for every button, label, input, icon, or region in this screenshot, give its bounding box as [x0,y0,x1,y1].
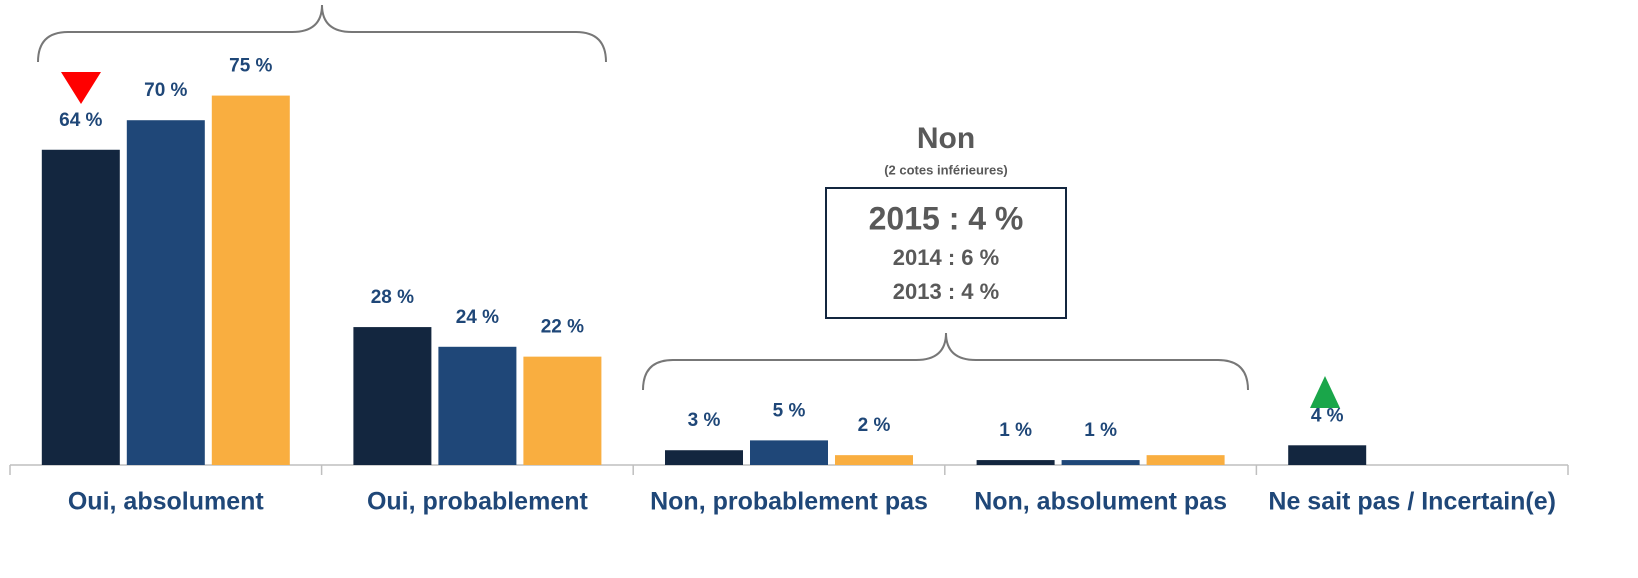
value-label: 28 % [371,287,414,308]
value-label: 1 % [999,420,1032,441]
value-label: 5 % [773,400,806,421]
value-label: 22 % [541,317,584,338]
box [825,187,1067,319]
x-tick-label: Oui, absolument [68,488,265,516]
bar [41,149,120,465]
value-label: 1 % [1084,420,1117,441]
bar [976,460,1055,465]
bar [523,356,602,465]
bar [126,120,205,465]
bar [1146,455,1225,465]
up-arrow [1310,376,1340,408]
bar [665,450,743,465]
x-tick-label: Non, probablement pas [650,488,928,516]
value-label: 24 % [456,307,499,328]
bar [1288,445,1367,465]
down-arrow [61,72,101,104]
brace [642,332,1249,391]
value-label: 2 % [858,415,891,436]
x-tick-label: Oui, probablement [367,488,589,516]
brace [37,4,607,63]
bar [750,440,828,465]
box-title: Non [917,122,975,155]
box-line: 2013 : 4 % [893,279,999,304]
box-subtitle: (2 cotes inférieures) [884,162,1008,177]
value-label: 70 % [144,80,187,101]
box-line: 2014 : 6 % [893,245,999,270]
value-label: 3 % [688,410,721,431]
x-tick-label: Ne sait pas / Incertain(e) [1268,488,1556,516]
value-label: 75 % [229,56,272,77]
value-label: 64 % [59,110,102,131]
bar [211,95,290,465]
x-tick-label: Non, absolument pas [974,488,1227,516]
bar [438,346,517,465]
bar [835,455,913,465]
value-label: 4 % [1311,405,1344,426]
bar [353,327,432,465]
bar [1061,460,1140,465]
box-line: 2015 : 4 % [869,200,1024,236]
